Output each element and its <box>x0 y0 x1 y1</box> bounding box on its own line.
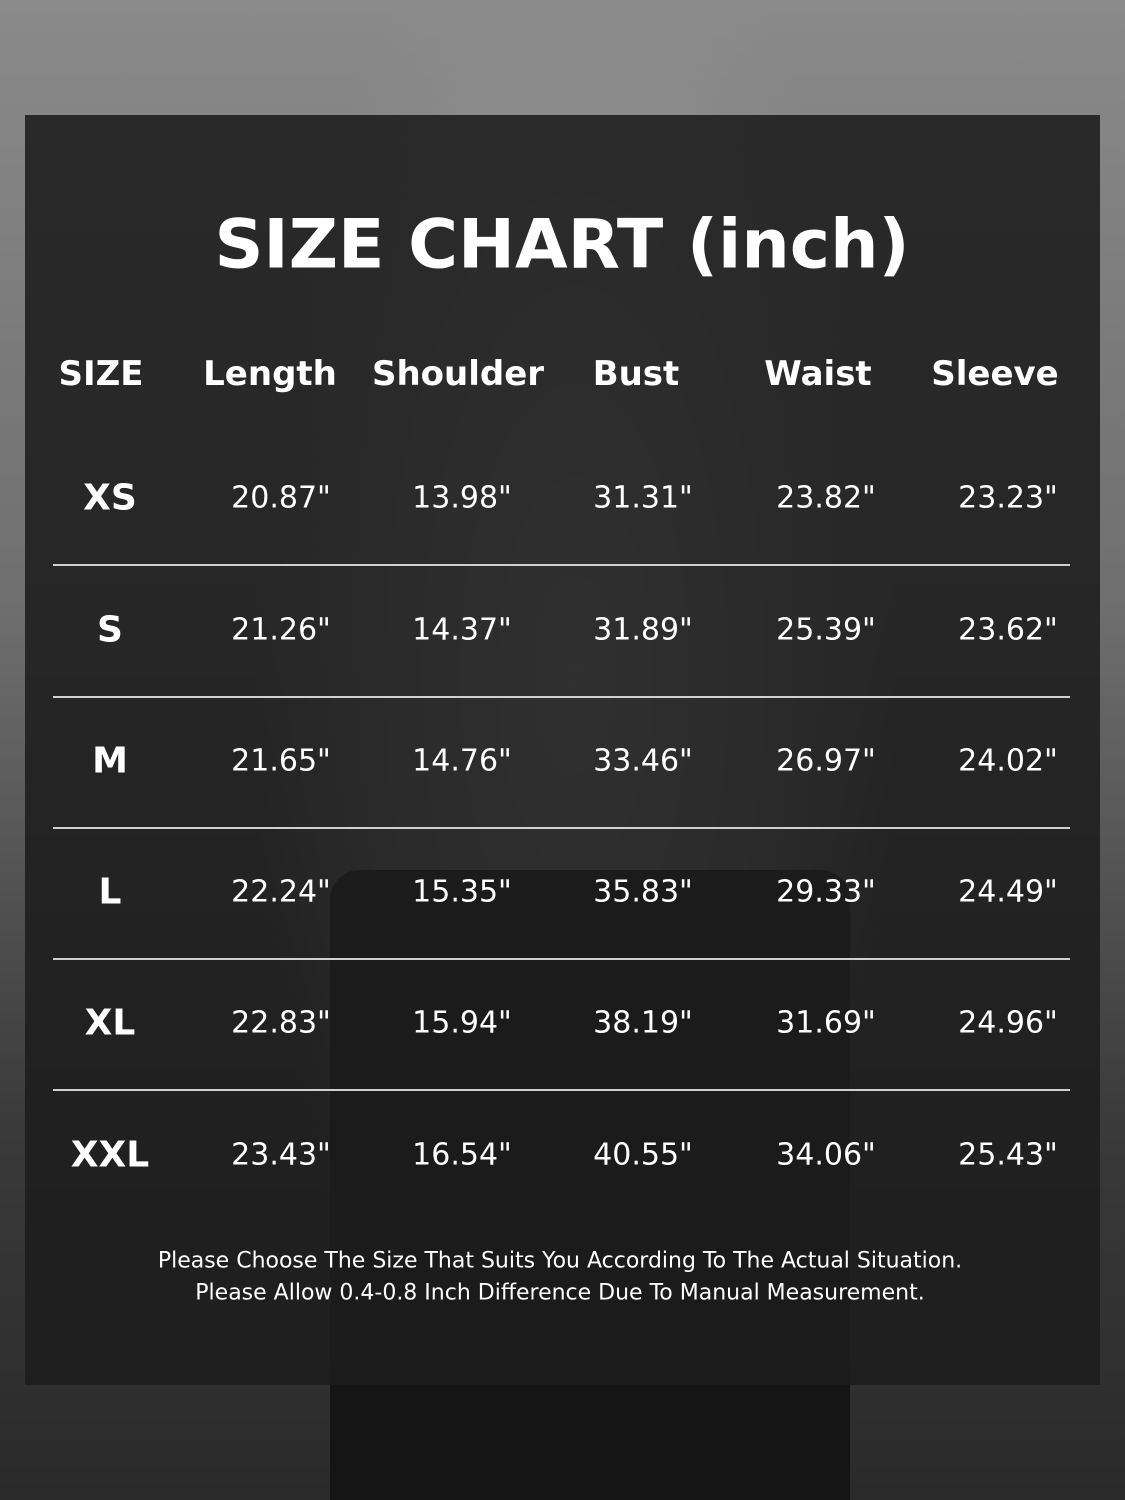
column-header: Waist <box>764 354 872 394</box>
row-separator <box>53 826 1070 829</box>
size-label: S <box>97 609 123 651</box>
cell: 35.83" <box>593 874 693 910</box>
size-label: L <box>98 871 122 913</box>
size-label: XL <box>84 1002 136 1044</box>
size-label: M <box>92 740 128 782</box>
cell: 20.87" <box>231 480 331 516</box>
cell: 23.23" <box>958 480 1058 516</box>
column-header: Bust <box>592 354 680 394</box>
cell: 16.54" <box>412 1137 512 1173</box>
size-label: XS <box>83 477 137 519</box>
column-header: SIZE <box>58 354 144 394</box>
cell: 31.69" <box>776 1005 876 1041</box>
row-separator <box>53 957 1070 960</box>
cell: 22.83" <box>231 1005 331 1041</box>
note: Please Choose The Size That Suits You Ac… <box>157 1248 963 1274</box>
cell: 21.65" <box>231 743 331 779</box>
note: Please Allow 0.4-0.8 Inch Difference Due… <box>195 1280 925 1306</box>
row-separator <box>53 695 1070 698</box>
title: SIZE CHART (inch) <box>214 205 910 285</box>
cell: 25.39" <box>776 612 876 648</box>
cell: 31.89" <box>593 612 693 648</box>
row-separator <box>53 1089 1070 1091</box>
cell: 15.94" <box>412 1005 512 1041</box>
column-header: Sleeve <box>931 354 1059 394</box>
cell: 34.06" <box>776 1137 876 1173</box>
cell: 29.33" <box>776 874 876 910</box>
cell: 33.46" <box>593 743 693 779</box>
cell: 21.26" <box>231 612 331 648</box>
cell: 14.76" <box>412 743 512 779</box>
row-separator <box>53 564 1070 566</box>
cell: 14.37" <box>412 612 512 648</box>
cell: 23.43" <box>231 1137 331 1173</box>
cell: 24.02" <box>958 743 1058 779</box>
cell: 24.96" <box>958 1005 1058 1041</box>
size-label: XXL <box>70 1134 150 1176</box>
cell: 26.97" <box>776 743 876 779</box>
cell: 13.98" <box>412 480 512 516</box>
cell: 24.49" <box>958 874 1058 910</box>
cell: 40.55" <box>593 1137 693 1173</box>
cell: 23.62" <box>958 612 1058 648</box>
cell: 23.82" <box>776 480 876 516</box>
column-header: Length <box>203 354 337 394</box>
column-header: Shoulder <box>371 354 545 394</box>
size-chart-panel <box>25 115 1100 1385</box>
cell: 22.24" <box>231 874 331 910</box>
cell: 25.43" <box>958 1137 1058 1173</box>
cell: 38.19" <box>593 1005 693 1041</box>
cell: 31.31" <box>593 480 693 516</box>
cell: 15.35" <box>412 874 512 910</box>
